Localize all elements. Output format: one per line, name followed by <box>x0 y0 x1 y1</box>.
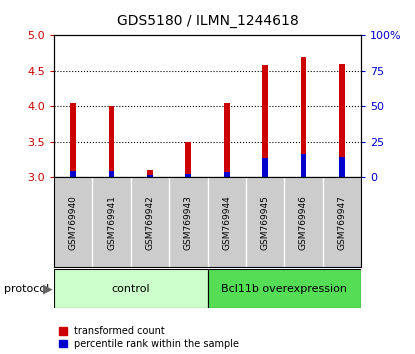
Text: protocol: protocol <box>4 284 49 293</box>
Text: GSM769941: GSM769941 <box>107 195 116 250</box>
Bar <box>262 65 268 177</box>
Bar <box>186 142 191 177</box>
Text: GSM769945: GSM769945 <box>261 195 270 250</box>
Text: GSM769943: GSM769943 <box>184 195 193 250</box>
Bar <box>300 57 306 177</box>
Legend: transformed count, percentile rank within the sample: transformed count, percentile rank withi… <box>59 326 239 349</box>
Bar <box>70 171 76 177</box>
Text: GSM769942: GSM769942 <box>145 195 154 250</box>
Bar <box>109 171 115 177</box>
Bar <box>300 154 306 177</box>
Bar <box>109 106 115 177</box>
Text: GSM769944: GSM769944 <box>222 195 231 250</box>
Bar <box>147 175 153 177</box>
Text: GSM769947: GSM769947 <box>337 195 347 250</box>
Bar <box>147 170 153 177</box>
Text: control: control <box>111 284 150 293</box>
Bar <box>339 157 345 177</box>
Bar <box>224 103 229 177</box>
Text: GSM769940: GSM769940 <box>68 195 78 250</box>
Bar <box>54 269 208 308</box>
Bar <box>262 158 268 177</box>
Bar <box>208 269 361 308</box>
Bar <box>339 64 345 177</box>
Text: GDS5180 / ILMN_1244618: GDS5180 / ILMN_1244618 <box>117 14 298 28</box>
Text: GSM769946: GSM769946 <box>299 195 308 250</box>
Text: Bcl11b overexpression: Bcl11b overexpression <box>221 284 347 293</box>
Bar <box>70 103 76 177</box>
Bar <box>224 172 229 177</box>
Text: ▶: ▶ <box>43 282 53 295</box>
Bar <box>186 174 191 177</box>
